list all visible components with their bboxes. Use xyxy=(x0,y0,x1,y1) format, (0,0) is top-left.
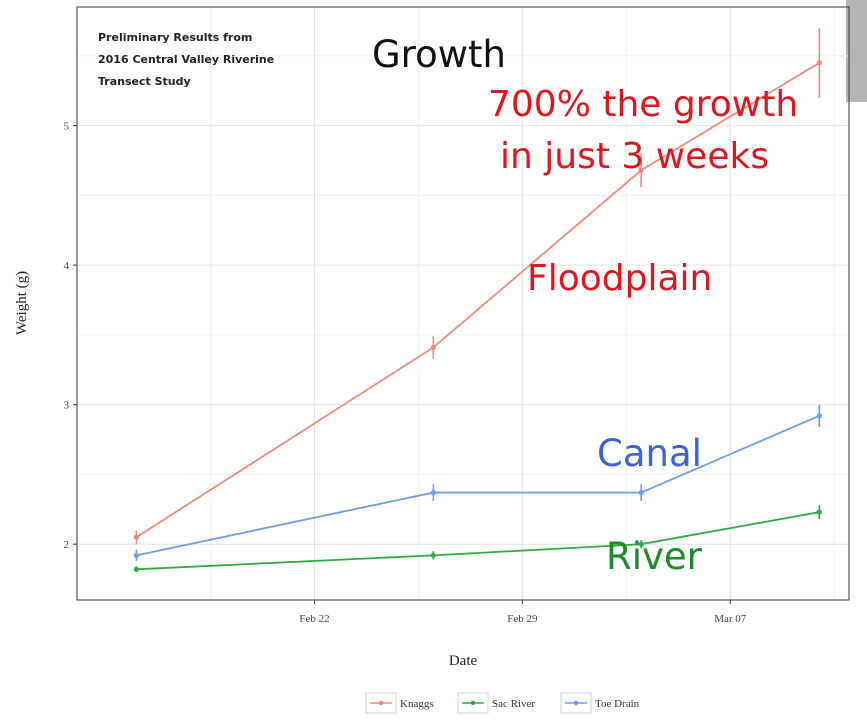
note-line-3: Transect Study xyxy=(98,75,191,88)
annotation-river: River xyxy=(606,535,703,578)
legend-label-toe-drain: Toe Drain xyxy=(595,698,640,710)
note-line-2: 2016 Central Valley Riverine xyxy=(98,53,274,66)
data-point-knaggs-2 xyxy=(638,167,644,173)
x-tick-label-0: Feb 22 xyxy=(299,613,329,625)
data-point-sac-river-3 xyxy=(816,509,822,515)
annotation-canal: Canal xyxy=(597,432,702,475)
data-point-toe-drain-2 xyxy=(638,489,644,496)
data-point-toe-drain-3 xyxy=(816,413,822,419)
grid xyxy=(77,7,849,600)
y-tick-label-0: 2 xyxy=(64,539,70,551)
x-tick-label-2: Mar 07 xyxy=(714,613,747,625)
x-tick-label-1: Feb 29 xyxy=(507,613,538,625)
data-point-sac-river-1 xyxy=(430,552,436,558)
series-knaggs xyxy=(133,27,822,545)
y-axis-title: Weight (g) xyxy=(14,271,30,335)
annotation-floodplain: Floodplain xyxy=(527,258,712,299)
data-point-toe-drain-1 xyxy=(430,489,436,496)
data-point-knaggs-0 xyxy=(133,534,139,540)
annotation-3-weeks: in just 3 weeks xyxy=(500,136,769,177)
note-line-1: Preliminary Results from xyxy=(98,31,252,44)
series-line-knaggs xyxy=(135,62,820,538)
data-point-knaggs-3 xyxy=(816,60,822,66)
annotation-growth: Growth xyxy=(372,33,506,76)
y-tick-label-2: 4 xyxy=(64,260,70,272)
data-point-toe-drain-0 xyxy=(133,552,139,558)
y-tick-label-3: 5 xyxy=(64,121,70,133)
data-point-knaggs-1 xyxy=(430,344,436,351)
legend-label-sac-river: Sac River xyxy=(492,698,535,710)
series-toe-drain xyxy=(133,404,822,561)
legend: Knaggs Sac River Toe Drain xyxy=(365,692,640,714)
legend-label-knaggs: Knaggs xyxy=(400,698,434,710)
legend-marker-knaggs xyxy=(378,700,384,706)
annotation-700-percent: 700% the growth xyxy=(488,84,798,125)
series-layer xyxy=(133,27,822,573)
y-axis: 2 3 4 5 xyxy=(64,121,77,551)
series-sac-river xyxy=(133,505,822,573)
photo-strip xyxy=(846,0,867,102)
data-point-sac-river-2 xyxy=(638,541,644,547)
data-point-sac-river-0 xyxy=(133,566,139,572)
x-axis: Feb 22 Feb 29 Mar 07 xyxy=(299,600,747,625)
y-tick-label-1: 3 xyxy=(64,400,70,412)
series-line-toe-drain xyxy=(136,414,820,557)
plot-border xyxy=(76,6,850,601)
series-line-sac-river xyxy=(136,511,820,571)
x-axis-title: Date xyxy=(449,653,478,669)
legend-marker-sac-river xyxy=(470,700,476,706)
legend-marker-toe-drain xyxy=(573,700,579,706)
